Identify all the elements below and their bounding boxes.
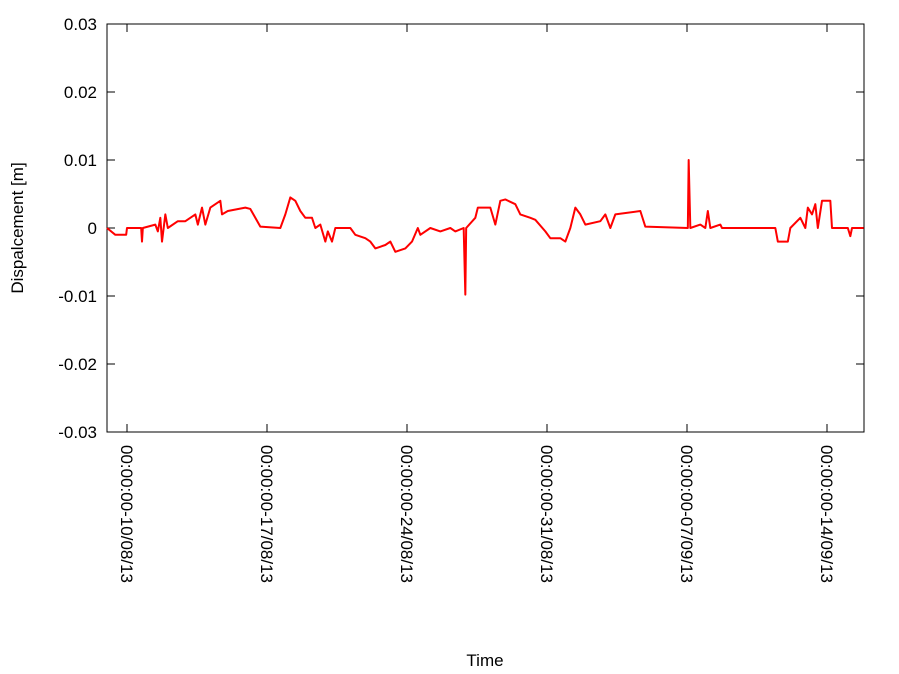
x-tick-label: 00:00:00-17/08/13 <box>257 445 276 583</box>
x-tick-label: 00:00:00-14/09/13 <box>817 445 836 583</box>
y-tick-label: -0.02 <box>58 355 97 374</box>
y-tick-label: 0.01 <box>64 151 97 170</box>
data-line <box>106 159 864 296</box>
y-tick-label: -0.03 <box>58 423 97 442</box>
x-tick-label: 00:00:00-31/08/13 <box>537 445 556 583</box>
x-tick-label: 00:00:00-07/09/13 <box>677 445 696 583</box>
y-tick-label: 0.03 <box>64 15 97 34</box>
x-axis-label: Time <box>466 651 503 670</box>
x-tick-label: 00:00:00-24/08/13 <box>397 445 416 583</box>
y-tick-label: 0.02 <box>64 83 97 102</box>
y-tick-label: -0.01 <box>58 287 97 306</box>
x-tick-label: 00:00:00-10/08/13 <box>117 445 136 583</box>
y-axis-label: Dispalcement [m] <box>8 162 27 293</box>
y-tick-label: 0 <box>88 219 97 238</box>
